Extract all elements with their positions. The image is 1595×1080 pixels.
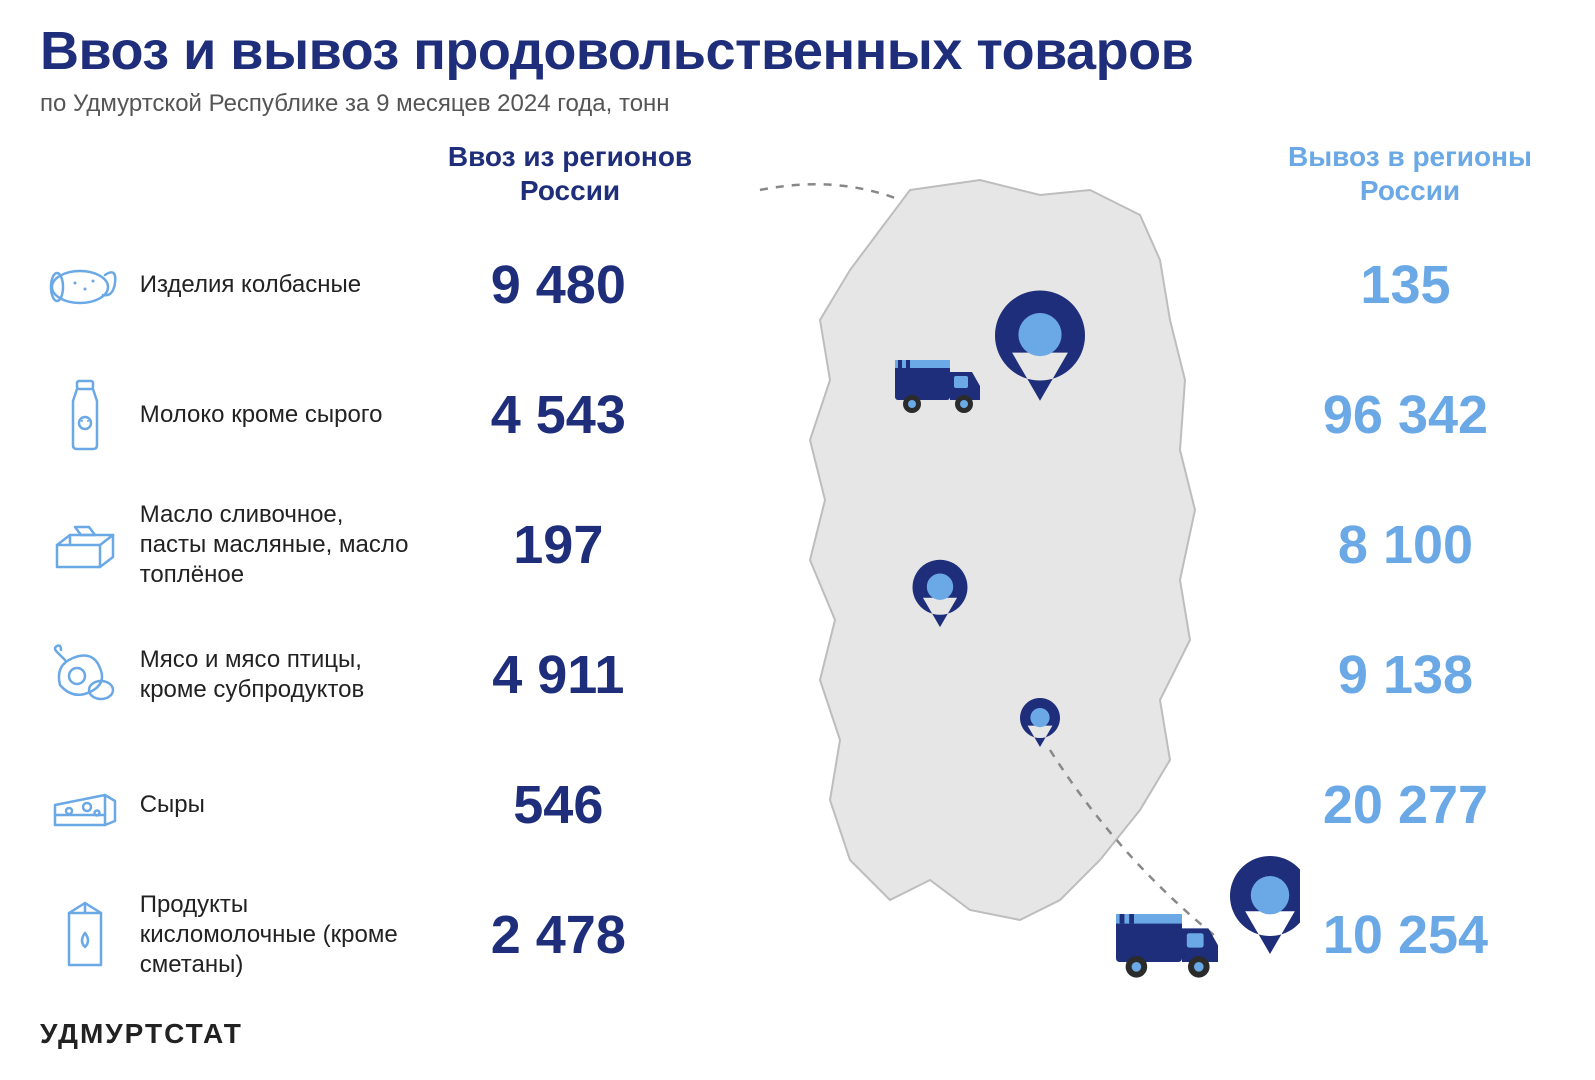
- import-value: 4 911: [409, 644, 708, 706]
- export-value: 20 277: [1256, 774, 1555, 836]
- region-shape: [810, 180, 1195, 920]
- export-value: 135: [1256, 254, 1555, 316]
- row-label: Молоко кроме сырого: [130, 400, 409, 430]
- page-title: Ввоз и вывоз продовольственных товаров: [40, 20, 1193, 82]
- truck-icon: [1116, 914, 1218, 978]
- butter-icon: [40, 515, 130, 575]
- page-subtitle: по Удмуртской Республике за 9 месяцев 20…: [40, 90, 670, 118]
- footer-logo: УДМУРТСТАТ: [40, 1018, 243, 1050]
- import-value: 197: [409, 514, 708, 576]
- cheese-icon: [40, 775, 130, 835]
- row-label: Мясо и мясо птицы, кроме субпродуктов: [130, 645, 409, 705]
- import-value: 9 480: [409, 254, 708, 316]
- column-header-export: Вывоз в регионы России: [1260, 140, 1560, 207]
- milk-icon: [40, 375, 130, 455]
- export-value: 10 254: [1256, 904, 1555, 966]
- row-label: Изделия колбасные: [130, 270, 409, 300]
- column-header-import: Ввоз из регионов России: [420, 140, 720, 207]
- meat-icon: [40, 640, 130, 710]
- map-pin-icon: [1230, 856, 1300, 954]
- dairy-icon: [40, 895, 130, 975]
- import-value: 2 478: [409, 904, 708, 966]
- row-label: Сыры: [130, 790, 409, 820]
- sausage-icon: [40, 255, 130, 315]
- export-value: 8 100: [1256, 514, 1555, 576]
- import-value: 4 543: [409, 384, 708, 446]
- row-label: Масло сливочное, пасты масляные, масло т…: [130, 500, 409, 590]
- export-value: 9 138: [1256, 644, 1555, 706]
- import-value: 546: [409, 774, 708, 836]
- row-label: Продукты кисломолочные (кроме сметаны): [130, 890, 409, 980]
- map-region: [740, 160, 1260, 1010]
- export-value: 96 342: [1256, 384, 1555, 446]
